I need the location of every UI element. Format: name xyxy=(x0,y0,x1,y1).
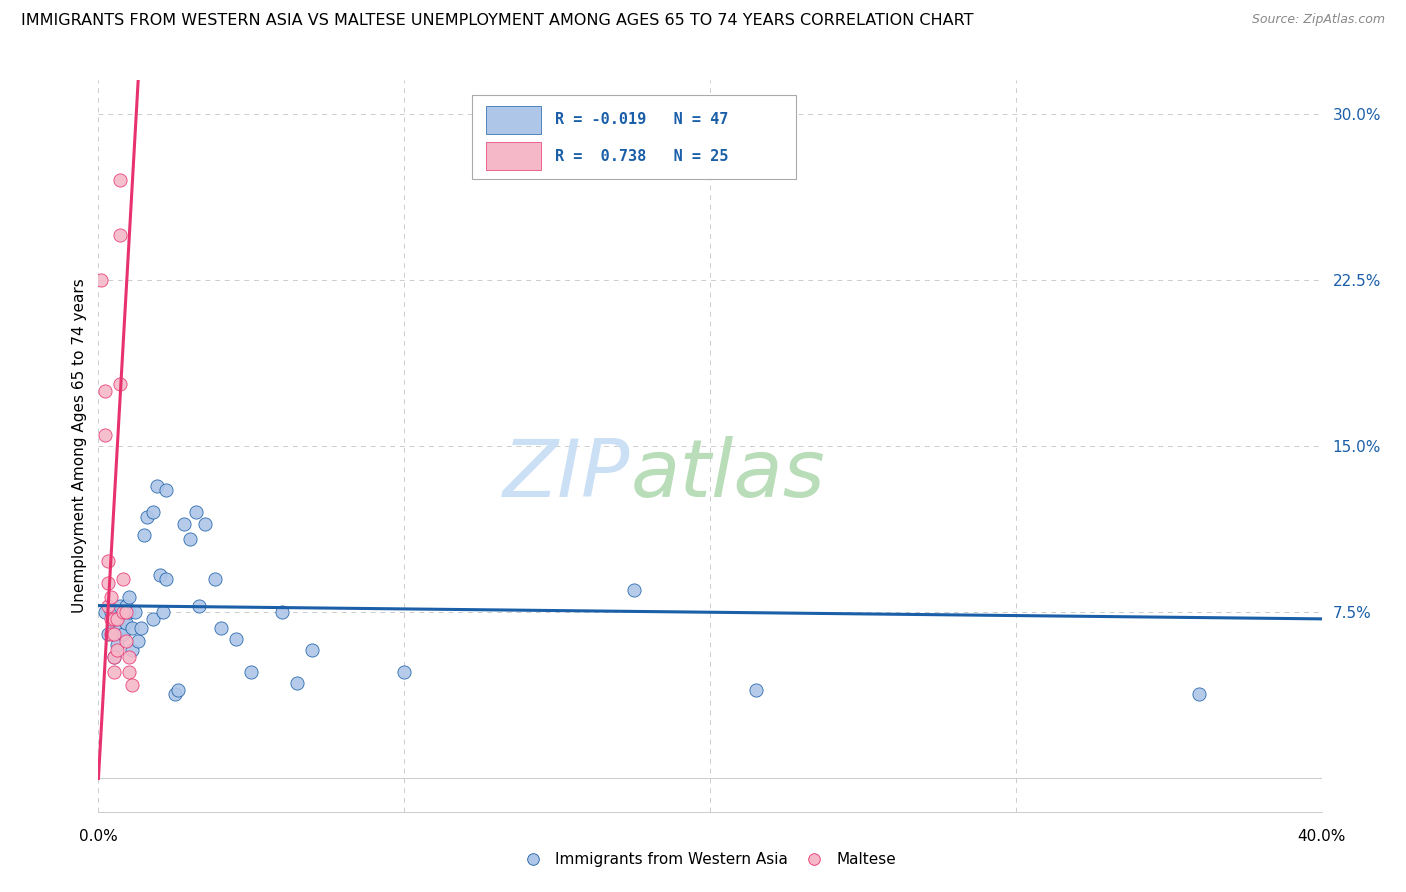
Point xyxy=(100,605,122,619)
FancyBboxPatch shape xyxy=(471,95,796,179)
Point xyxy=(105,612,128,626)
Point xyxy=(105,643,128,657)
Point xyxy=(145,479,167,493)
Point xyxy=(270,605,292,619)
Point xyxy=(186,506,208,520)
Point xyxy=(127,634,149,648)
Point xyxy=(93,605,115,619)
Point xyxy=(188,599,211,613)
Point xyxy=(392,665,416,679)
Point xyxy=(108,376,131,391)
Point xyxy=(142,506,165,520)
Point xyxy=(124,605,146,619)
Point xyxy=(118,649,141,664)
Text: Source: ZipAtlas.com: Source: ZipAtlas.com xyxy=(1251,13,1385,27)
Point xyxy=(240,665,263,679)
Point xyxy=(745,682,768,697)
Point xyxy=(108,599,131,613)
Point xyxy=(97,599,120,613)
Point xyxy=(111,605,134,619)
Point xyxy=(103,649,125,664)
Point xyxy=(100,612,122,626)
Point xyxy=(194,516,217,531)
Point xyxy=(155,483,177,498)
Point xyxy=(173,516,195,531)
Point xyxy=(285,676,308,690)
Point xyxy=(129,621,152,635)
Text: R = -0.019   N = 47: R = -0.019 N = 47 xyxy=(555,112,728,128)
Point xyxy=(115,605,138,619)
Point xyxy=(93,428,115,442)
Point xyxy=(179,532,201,546)
Point xyxy=(115,599,138,613)
Point xyxy=(111,612,134,626)
Text: IMMIGRANTS FROM WESTERN ASIA VS MALTESE UNEMPLOYMENT AMONG AGES 65 TO 74 YEARS C: IMMIGRANTS FROM WESTERN ASIA VS MALTESE … xyxy=(21,13,973,29)
Point xyxy=(152,605,174,619)
Point xyxy=(118,665,141,679)
Text: R =  0.738   N = 25: R = 0.738 N = 25 xyxy=(555,149,728,164)
Point xyxy=(134,527,156,541)
Point xyxy=(142,612,165,626)
Point xyxy=(149,567,172,582)
Point xyxy=(121,643,143,657)
Y-axis label: Unemployment Among Ages 65 to 74 years: Unemployment Among Ages 65 to 74 years xyxy=(72,278,87,614)
Point xyxy=(108,621,131,635)
Point xyxy=(301,643,323,657)
Text: 0.0%: 0.0% xyxy=(79,830,118,845)
Point xyxy=(115,634,138,648)
Point xyxy=(209,621,232,635)
Point xyxy=(93,384,115,398)
Point xyxy=(225,632,247,646)
Point xyxy=(121,621,143,635)
Point xyxy=(100,590,122,604)
Point xyxy=(163,687,186,701)
Point xyxy=(111,572,134,586)
Point xyxy=(204,572,226,586)
Point xyxy=(100,627,122,641)
Point xyxy=(108,173,131,187)
Text: atlas: atlas xyxy=(630,436,825,515)
Point xyxy=(111,627,134,641)
Point xyxy=(105,612,128,626)
Point xyxy=(105,639,128,653)
Point xyxy=(103,627,125,641)
Text: Maltese: Maltese xyxy=(837,852,896,867)
Point xyxy=(167,682,190,697)
Point xyxy=(108,228,131,243)
Point xyxy=(623,583,645,598)
Point xyxy=(115,616,138,631)
Point xyxy=(103,649,125,664)
Point xyxy=(103,665,125,679)
Point xyxy=(103,612,125,626)
Point xyxy=(97,554,120,568)
Point xyxy=(118,605,141,619)
Point xyxy=(90,273,112,287)
Point xyxy=(1188,687,1211,701)
Point xyxy=(118,590,141,604)
Point xyxy=(155,572,177,586)
Point xyxy=(136,510,159,524)
Point xyxy=(121,678,143,692)
Point xyxy=(97,627,120,641)
Text: 40.0%: 40.0% xyxy=(1298,830,1346,845)
Text: Immigrants from Western Asia: Immigrants from Western Asia xyxy=(555,852,787,867)
Point xyxy=(97,576,120,591)
Text: ZIP: ZIP xyxy=(503,436,630,515)
FancyBboxPatch shape xyxy=(486,143,541,170)
Point xyxy=(103,621,125,635)
FancyBboxPatch shape xyxy=(486,106,541,134)
